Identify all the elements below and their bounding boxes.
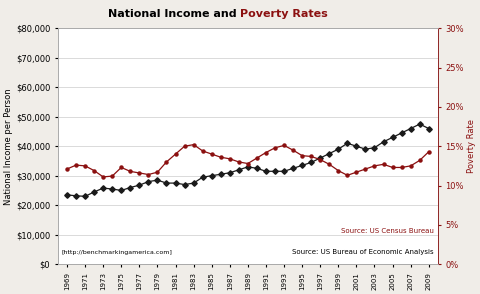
- Y-axis label: National Income per Person: National Income per Person: [4, 88, 13, 205]
- Y-axis label: Poverty Rate: Poverty Rate: [467, 119, 476, 173]
- Text: [http://benchmarkingamerica.com]: [http://benchmarkingamerica.com]: [62, 250, 173, 255]
- Text: Poverty Rates: Poverty Rates: [240, 9, 328, 19]
- Text: Source: US Census Bureau: Source: US Census Bureau: [341, 228, 434, 233]
- Text: Source: US Bureau of Economic Analysis: Source: US Bureau of Economic Analysis: [292, 249, 434, 255]
- Text: National Income and: National Income and: [108, 9, 240, 19]
